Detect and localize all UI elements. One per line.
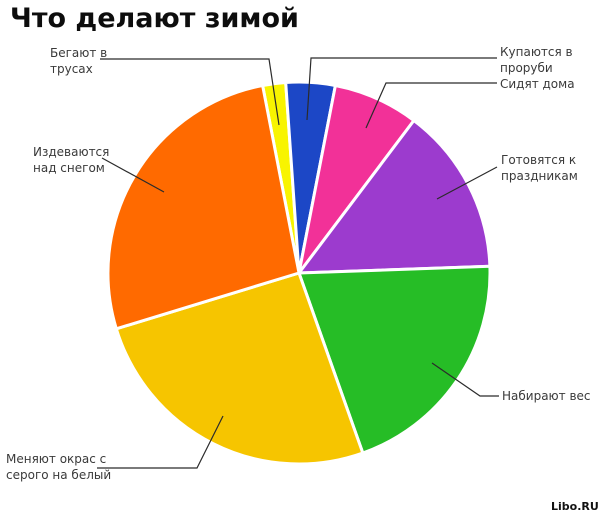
slice-label-izdevayutsya-nad-snegom: Издеваются над снегом	[33, 145, 110, 175]
pie-slices-group	[106, 80, 492, 466]
slice-label-menyayut-okras: Меняют окрас с серого на белый	[6, 452, 112, 482]
leader-line-izdevayutsya-nad-snegom	[101, 157, 165, 193]
leader-line-menyayut-okras	[97, 415, 224, 469]
leader-line-nabirayut-ves	[431, 362, 499, 397]
pie-slice-7	[106, 83, 301, 331]
slice-label-begayut-v-trusah: Бегают в трусах	[50, 46, 108, 76]
pie-slice-6	[114, 271, 365, 466]
leader-line-kupayutsya-v-prorubi	[306, 57, 497, 121]
slice-label-kupayutsya-v-prorubi: Купаются в проруби	[500, 45, 573, 75]
slice-label-nabirayut-ves: Набирают вес	[502, 389, 591, 403]
leader-line-gotovyatsya-k-prazdnikam	[436, 166, 498, 200]
pie-slice-4	[295, 118, 492, 275]
leader-line-begayut-v-trusah	[100, 58, 280, 126]
watermark: Libo.RU	[551, 500, 599, 513]
leader-line-sidyat-doma	[365, 82, 497, 129]
slice-label-gotovyatsya-k-prazdnikam: Готовятся к праздникам	[501, 153, 578, 183]
page-title: Что делают зимой	[10, 3, 299, 34]
leader-lines-group	[97, 57, 499, 469]
slice-label-sidyat-doma: Сидят дома	[500, 77, 575, 91]
